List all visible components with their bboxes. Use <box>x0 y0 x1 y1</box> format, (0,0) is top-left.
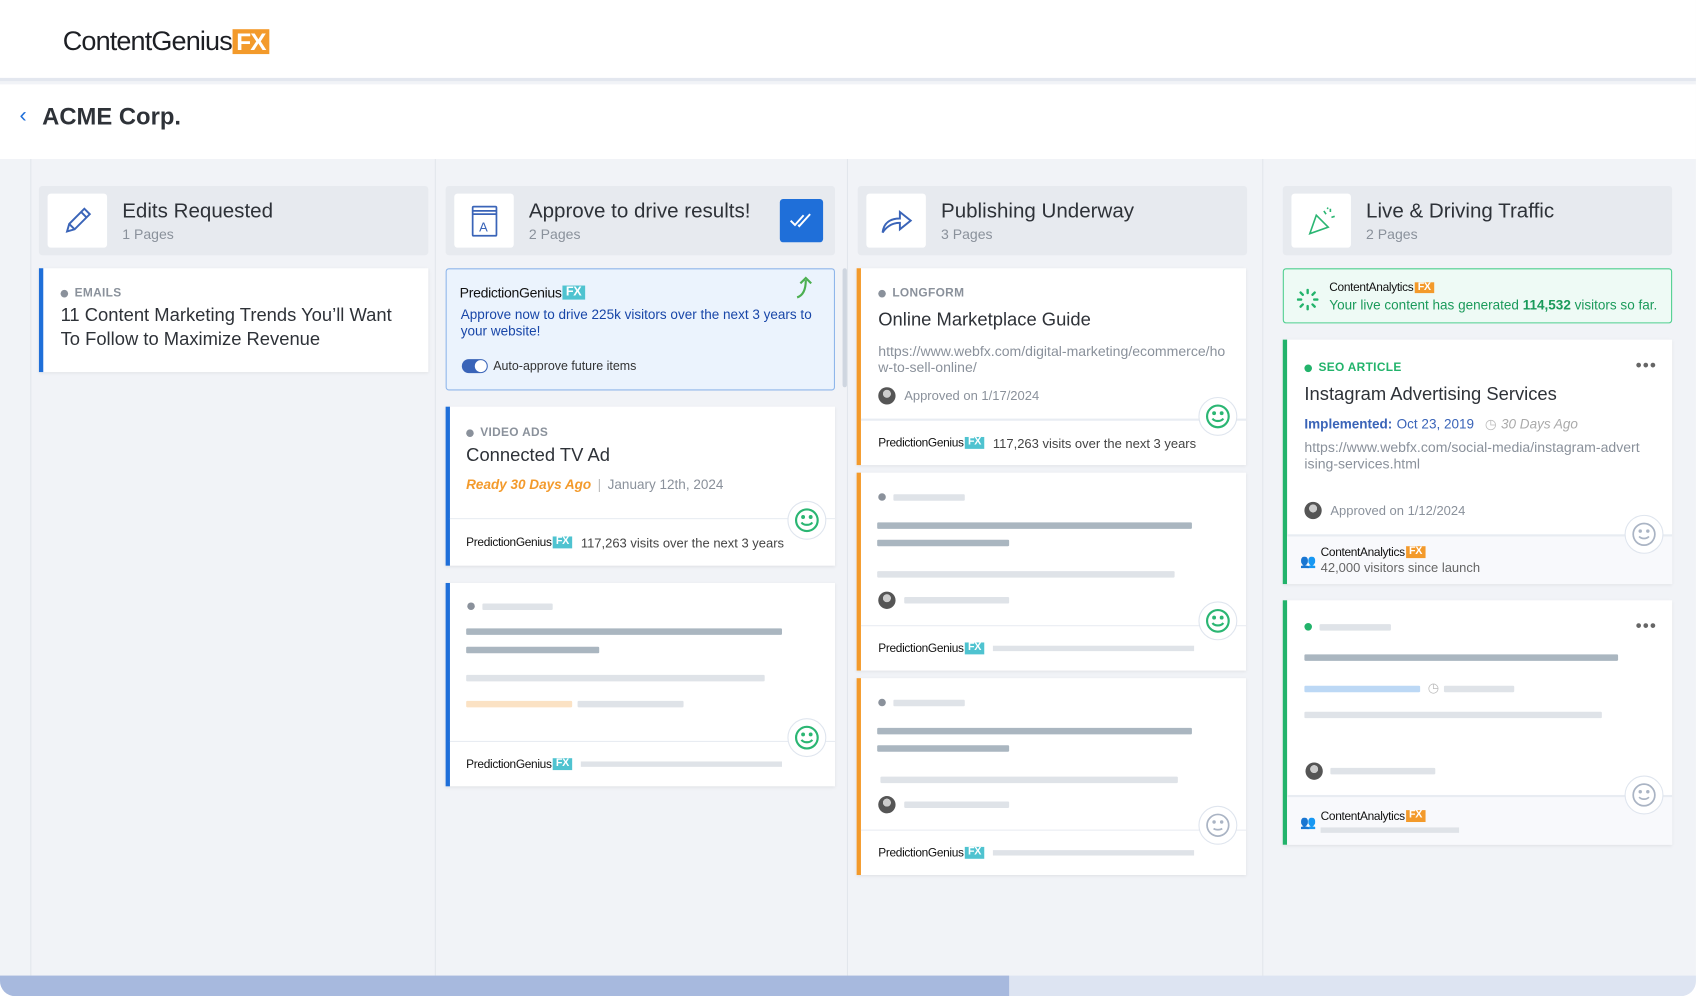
column-scrollbar[interactable] <box>842 268 847 388</box>
content-card[interactable]: LONGFORM Online Marketplace Guide https:… <box>856 268 1247 466</box>
horizontal-scrollbar[interactable] <box>0 975 1696 996</box>
prediction-banner: PredictionGenius FX Approve now to drive … <box>445 268 835 391</box>
content-card[interactable]: SEO ARTICLE ••• Instagram Advertising Se… <box>1282 339 1673 585</box>
column-header-edits-requested: Edits Requested 1 Pages <box>38 186 429 256</box>
back-chevron-icon[interactable]: ‹ <box>19 103 27 128</box>
card-title: Connected TV Ad <box>466 444 610 466</box>
divider <box>1262 158 1264 977</box>
skeleton-card[interactable]: PredictionGenius FX <box>856 678 1247 876</box>
skeleton-card[interactable]: PredictionGenius FX <box>856 472 1247 671</box>
scrollbar-thumb[interactable] <box>0 975 1010 996</box>
page-url[interactable]: https://www.webfx.com/digital-marketing/… <box>878 342 1226 376</box>
page-title: ACME Corp. <box>42 102 181 130</box>
more-options-icon[interactable]: ••• <box>1635 356 1658 376</box>
smiley-icon[interactable] <box>787 500 827 540</box>
party-popper-icon <box>1291 193 1351 248</box>
trend-up-arrow-icon <box>796 276 812 299</box>
card-title: Instagram Advertising Services <box>1304 383 1557 405</box>
analytics-banner: ContentAnalytics FX Your live content has… <box>1282 268 1673 324</box>
card-title: Online Marketplace Guide <box>878 309 1091 330</box>
skeleton-card[interactable]: ••• ◷ 👥 ContentAnalytics FX <box>1282 600 1673 845</box>
status-dot <box>60 289 69 297</box>
page-header <box>0 84 1696 159</box>
column-header-live: Live & Driving Traffic 2 Pages <box>1282 186 1673 256</box>
users-icon: 👥 <box>1300 553 1317 569</box>
clock-icon: ◷ <box>1484 416 1497 432</box>
column-header-approve: A Approve to drive results! 2 Pages <box>445 186 835 256</box>
neutral-face-icon[interactable] <box>1198 805 1238 845</box>
smiley-icon[interactable] <box>1198 601 1238 641</box>
smiley-icon[interactable] <box>787 718 827 758</box>
double-check-icon <box>789 213 811 228</box>
avatar <box>878 387 896 405</box>
skeleton-card[interactable]: PredictionGenius FX <box>445 582 835 787</box>
divider <box>846 158 848 977</box>
share-arrow-icon <box>866 193 926 248</box>
divider <box>30 158 32 977</box>
more-options-icon[interactable]: ••• <box>1635 617 1658 636</box>
top-bar: ContentGenius FX <box>0 0 1696 82</box>
column-header-publishing: Publishing Underway 3 Pages <box>857 186 1248 256</box>
neutral-face-icon[interactable] <box>1624 775 1664 815</box>
divider <box>434 158 436 977</box>
card-title: 11 Content Marketing Trends You’ll Want … <box>60 305 392 350</box>
sparkle-icon <box>1296 288 1319 311</box>
logo[interactable]: ContentGenius FX <box>63 26 269 57</box>
neutral-face-icon[interactable] <box>1624 514 1664 554</box>
auto-approve-toggle[interactable] <box>461 359 488 374</box>
approve-all-button[interactable] <box>779 199 824 243</box>
book-icon: A <box>454 193 514 248</box>
page-url[interactable]: https://www.webfx.com/social-media/insta… <box>1304 439 1640 472</box>
smiley-icon[interactable] <box>1198 396 1238 436</box>
content-card[interactable]: VIDEO ADS Connected TV Ad Ready 30 Days … <box>445 406 835 566</box>
pencil-icon <box>47 193 108 248</box>
content-card[interactable]: EMAILS 11 Content Marketing Trends You’l… <box>38 268 429 373</box>
svg-text:A: A <box>479 219 488 234</box>
